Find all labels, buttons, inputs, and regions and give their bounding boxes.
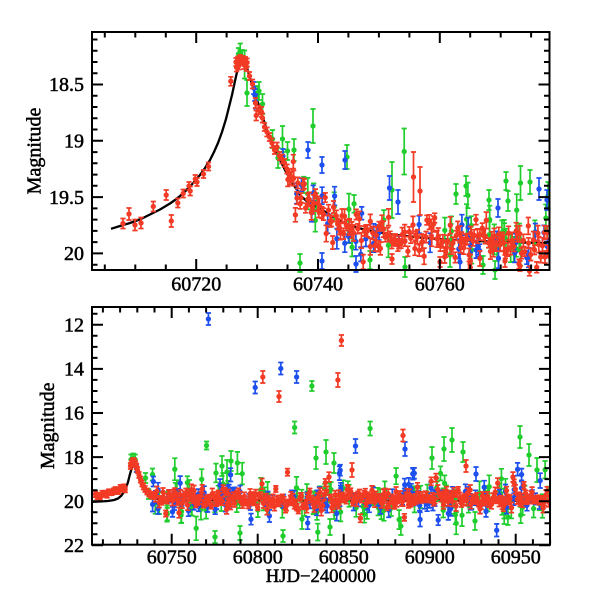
svg-text:HJD−2400000: HJD−2400000 xyxy=(266,566,376,587)
svg-text:60900: 60900 xyxy=(405,546,455,568)
svg-text:Magnitude: Magnitude xyxy=(23,108,45,195)
svg-text:14: 14 xyxy=(64,359,84,381)
svg-text:20: 20 xyxy=(64,243,84,265)
svg-text:12: 12 xyxy=(64,314,84,336)
svg-text:60740: 60740 xyxy=(293,273,343,295)
svg-text:22: 22 xyxy=(64,535,84,557)
svg-text:60950: 60950 xyxy=(491,546,541,568)
svg-text:60750: 60750 xyxy=(147,546,197,568)
svg-text:60760: 60760 xyxy=(415,273,465,295)
svg-text:18: 18 xyxy=(64,447,84,469)
svg-text:19: 19 xyxy=(64,130,84,152)
svg-text:16: 16 xyxy=(64,403,84,425)
svg-text:60720: 60720 xyxy=(171,273,221,295)
svg-text:19.5: 19.5 xyxy=(49,187,84,209)
svg-text:60800: 60800 xyxy=(233,546,283,568)
svg-text:Magnitude: Magnitude xyxy=(37,382,59,469)
svg-text:60850: 60850 xyxy=(319,546,369,568)
svg-text:18.5: 18.5 xyxy=(49,74,84,96)
svg-text:20: 20 xyxy=(64,491,84,513)
